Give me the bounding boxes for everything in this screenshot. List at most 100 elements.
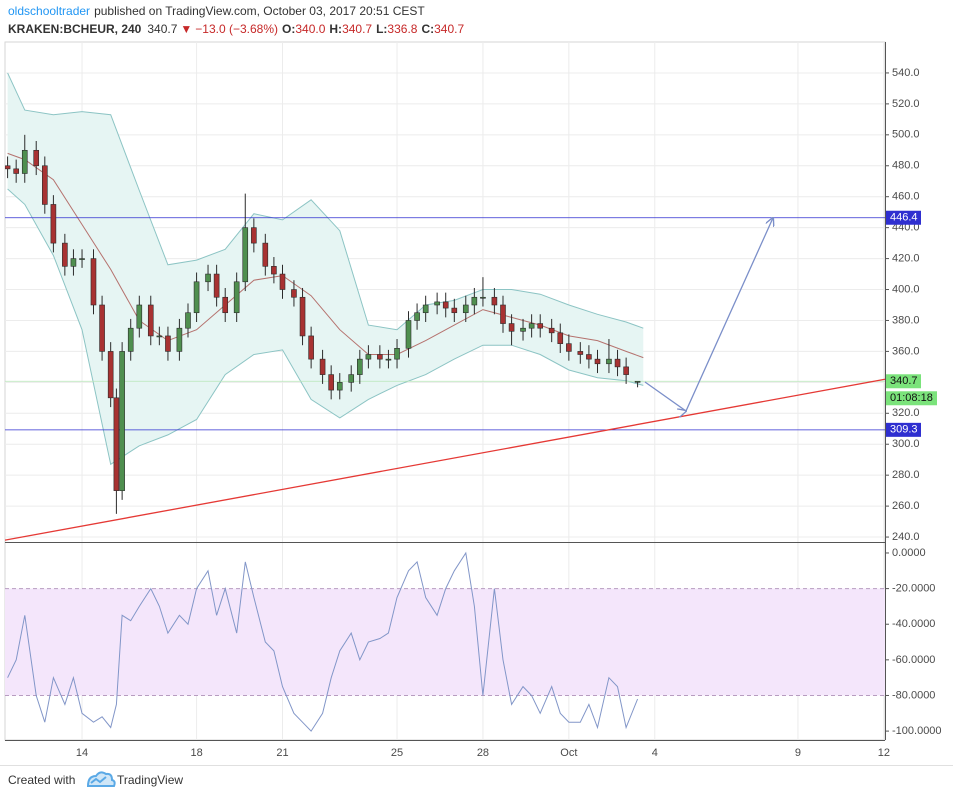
change: −13.0 (−3.68%) — [195, 22, 278, 36]
candle-body — [462, 304, 469, 314]
ohlc-label: H: — [329, 22, 342, 36]
y-tick-label: 260.0 — [892, 500, 920, 512]
candle-body — [127, 327, 134, 352]
y-tick-label: 500.0 — [892, 129, 920, 141]
x-tick-label: 9 — [795, 747, 801, 759]
candle-body — [279, 273, 286, 290]
band-upper — [7, 72, 644, 331]
last-price-box — [885, 374, 921, 389]
candle-body — [414, 312, 420, 321]
last: 340.7 — [147, 22, 177, 36]
x-tick-label: 4 — [652, 747, 658, 759]
y-tick-label: 300.0 — [892, 438, 920, 450]
candle-body — [185, 312, 191, 329]
y-tick-label: 520.0 — [892, 98, 920, 110]
candle-body — [299, 296, 306, 337]
candle-body — [442, 301, 449, 309]
last-price-label: 340.7 — [890, 375, 918, 387]
candle-body — [586, 354, 592, 360]
band-fill — [7, 72, 644, 465]
candle-body — [377, 354, 383, 360]
countdown-box — [885, 391, 937, 406]
author[interactable]: oldschooltrader — [8, 4, 90, 18]
candle-body — [451, 307, 458, 314]
candle-body — [434, 301, 440, 306]
candle-body — [348, 374, 355, 383]
footer-brand[interactable]: TradingView — [117, 773, 183, 787]
candle-body — [394, 348, 400, 360]
candle-body — [528, 323, 535, 329]
candle-body — [328, 374, 334, 391]
candle-body — [205, 273, 211, 283]
candle-body — [385, 358, 392, 361]
y-tick-label: 280.0 — [892, 469, 920, 481]
candle-body — [308, 335, 314, 360]
candle-body — [99, 304, 105, 352]
candle-body — [480, 296, 486, 299]
oscillator-pane — [5, 543, 885, 740]
candle-body — [623, 366, 629, 375]
candle-body — [491, 296, 498, 306]
y-tick-label: -40.0000 — [892, 618, 935, 630]
candle-body — [508, 323, 515, 332]
candle-body — [242, 227, 249, 283]
y-tick-label: -60.0000 — [892, 654, 935, 666]
candle-body — [634, 380, 641, 383]
symbol: KRAKEN:BCHEUR, 240 — [8, 22, 142, 36]
candle-body — [606, 358, 612, 365]
candle-body — [548, 327, 555, 334]
candle-body — [147, 304, 154, 337]
level-label-box — [885, 210, 921, 225]
candle-body — [594, 358, 601, 365]
header-line2: KRAKEN:BCHEUR, 240 340.7 ▼ −13.0 (−3.68%) O:… — [8, 22, 464, 36]
y-tick-label: 480.0 — [892, 160, 920, 172]
candle-body — [365, 354, 372, 360]
candle-body — [291, 289, 297, 298]
x-tick-label: 21 — [276, 747, 288, 759]
price-pane — [5, 42, 885, 542]
candle-body — [79, 258, 85, 260]
y-tick-label: 540.0 — [892, 67, 920, 79]
candle-body — [357, 358, 363, 375]
candle-body — [233, 281, 240, 314]
candle-body — [557, 332, 564, 344]
candle-body — [13, 168, 19, 174]
y-tick-label: 380.0 — [892, 314, 920, 326]
y-tick-label: -80.0000 — [892, 689, 935, 701]
candle-body — [33, 149, 40, 167]
candle-body — [577, 351, 584, 355]
candle-body — [90, 258, 97, 306]
ohlc-value: 336.8 — [387, 22, 417, 36]
williams-r-line — [7, 551, 639, 732]
level-label: 446.4 — [890, 212, 918, 224]
candle-body — [471, 296, 478, 306]
y-tick-label: 460.0 — [892, 191, 920, 203]
y-tick-label: -100.0000 — [892, 725, 942, 737]
y-tick-label: 240.0 — [892, 531, 920, 543]
candle-body — [136, 304, 143, 329]
candle-body — [193, 281, 200, 314]
ohlc-label: L: — [376, 22, 387, 36]
x-tick-label: 14 — [76, 747, 88, 759]
axes: 14 18 21 25 28 Oct 4 9 12 240.0 260.0 280.0 300.0 320… — [76, 67, 942, 759]
candle-body — [222, 296, 229, 314]
ohlc-label: O: — [282, 22, 295, 36]
candle-body — [520, 327, 526, 332]
candle-body — [566, 343, 572, 352]
header-line1: oldschooltrader published on TradingView.… — [8, 4, 425, 18]
y-tick-label: 320.0 — [892, 407, 920, 419]
candle-body — [165, 335, 171, 352]
x-tick-label: 28 — [477, 747, 489, 759]
candle-body — [614, 358, 621, 368]
candle-body — [251, 227, 257, 244]
osc-band — [5, 588, 885, 696]
countdown: 01:08:18 — [890, 392, 933, 404]
band-middle — [7, 152, 644, 359]
ohlc-value: 340.0 — [295, 22, 325, 36]
x-tick-label: Oct — [560, 747, 577, 759]
candle-body — [405, 320, 412, 349]
candle-body — [176, 327, 183, 352]
candle-body — [70, 258, 77, 267]
ohlc-value: 340.7 — [342, 22, 372, 36]
x-tick-label: 25 — [391, 747, 403, 759]
